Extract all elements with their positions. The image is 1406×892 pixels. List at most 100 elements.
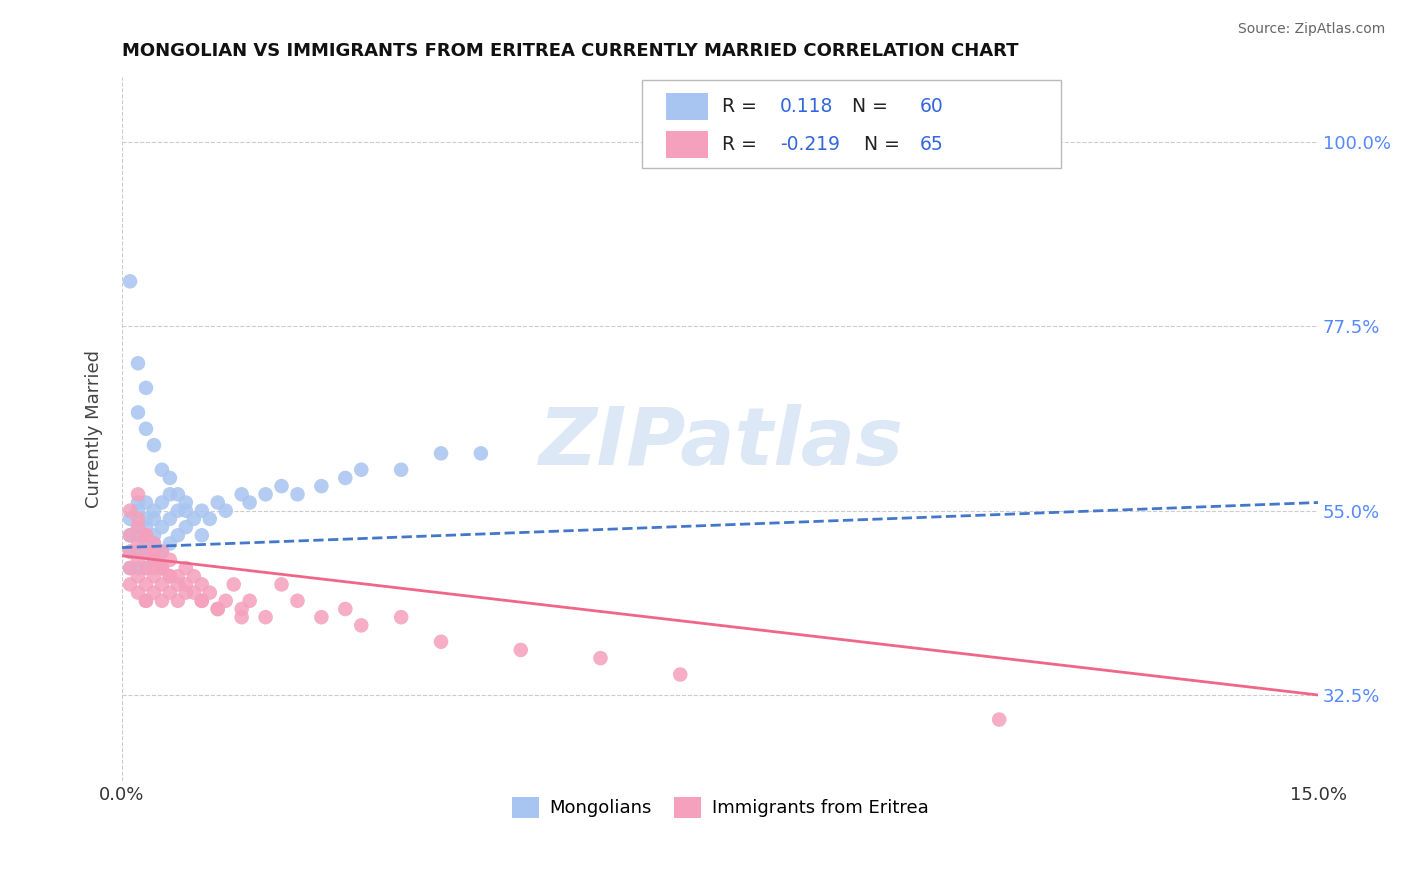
Point — [150, 577, 173, 591]
Point — [127, 528, 149, 542]
Point — [118, 504, 141, 518]
Point — [174, 504, 197, 518]
Point — [142, 561, 165, 575]
Point — [335, 602, 357, 616]
Point — [254, 487, 277, 501]
Point — [231, 602, 253, 616]
Point — [135, 381, 157, 395]
Point — [167, 594, 190, 608]
Text: R =: R = — [723, 97, 763, 116]
Point — [231, 610, 253, 624]
Point — [142, 528, 165, 542]
Point — [142, 438, 165, 452]
Point — [135, 561, 157, 575]
Point — [159, 487, 181, 501]
Point — [270, 577, 292, 591]
Point — [135, 495, 157, 509]
Text: 0.118: 0.118 — [780, 97, 834, 116]
Point — [135, 544, 157, 558]
Point — [127, 356, 149, 370]
Point — [311, 610, 333, 624]
Point — [150, 544, 173, 558]
Point — [215, 504, 238, 518]
Point — [350, 463, 373, 477]
Point — [159, 569, 181, 583]
Point — [142, 536, 165, 550]
Point — [118, 528, 141, 542]
Point — [118, 561, 141, 575]
Point — [142, 553, 165, 567]
Point — [142, 512, 165, 526]
Point — [159, 569, 181, 583]
Point — [127, 544, 149, 558]
Point — [135, 561, 157, 575]
Point — [270, 479, 292, 493]
Point — [167, 487, 190, 501]
Point — [167, 569, 190, 583]
Point — [254, 610, 277, 624]
Point — [118, 512, 141, 526]
Point — [167, 577, 190, 591]
Point — [135, 528, 157, 542]
Point — [118, 544, 141, 558]
Point — [167, 504, 190, 518]
Legend: Mongolians, Immigrants from Eritrea: Mongolians, Immigrants from Eritrea — [505, 789, 935, 825]
Point — [159, 536, 181, 550]
Point — [127, 553, 149, 567]
Point — [127, 504, 149, 518]
Point — [669, 667, 692, 681]
Point — [150, 561, 173, 575]
Point — [135, 536, 157, 550]
Point — [127, 569, 149, 583]
Point — [135, 422, 157, 436]
Text: N =: N = — [852, 135, 905, 154]
Point — [159, 471, 181, 485]
Point — [118, 544, 141, 558]
Bar — [666, 131, 709, 158]
Point — [191, 577, 214, 591]
Y-axis label: Currently Married: Currently Married — [86, 350, 103, 508]
Point — [589, 651, 612, 665]
Point — [118, 577, 141, 591]
Point — [127, 520, 149, 534]
Point — [127, 512, 149, 526]
Point — [191, 504, 214, 518]
Point — [118, 274, 141, 288]
Point — [430, 446, 453, 460]
Point — [150, 561, 173, 575]
Point — [183, 585, 205, 599]
Point — [389, 463, 412, 477]
Point — [198, 512, 221, 526]
Point — [135, 528, 157, 542]
Point — [150, 594, 173, 608]
Text: MONGOLIAN VS IMMIGRANTS FROM ERITREA CURRENTLY MARRIED CORRELATION CHART: MONGOLIAN VS IMMIGRANTS FROM ERITREA CUR… — [122, 42, 1018, 60]
Point — [174, 577, 197, 591]
Point — [207, 495, 229, 509]
Point — [287, 487, 309, 501]
Point — [150, 544, 173, 558]
Text: Source: ZipAtlas.com: Source: ZipAtlas.com — [1237, 22, 1385, 37]
Point — [127, 405, 149, 419]
Point — [350, 618, 373, 632]
Point — [174, 495, 197, 509]
Point — [127, 520, 149, 534]
Point — [430, 634, 453, 648]
Point — [150, 495, 173, 509]
Point — [142, 569, 165, 583]
Point — [142, 553, 165, 567]
Point — [174, 520, 197, 534]
Point — [207, 602, 229, 616]
Text: N =: N = — [839, 97, 894, 116]
Bar — [666, 93, 709, 120]
Point — [183, 569, 205, 583]
Point — [142, 585, 165, 599]
Point — [150, 520, 173, 534]
Point — [389, 610, 412, 624]
Point — [311, 479, 333, 493]
Point — [470, 446, 492, 460]
Point — [335, 471, 357, 485]
Point — [988, 713, 1011, 727]
Point — [191, 594, 214, 608]
Point — [142, 536, 165, 550]
Point — [183, 512, 205, 526]
